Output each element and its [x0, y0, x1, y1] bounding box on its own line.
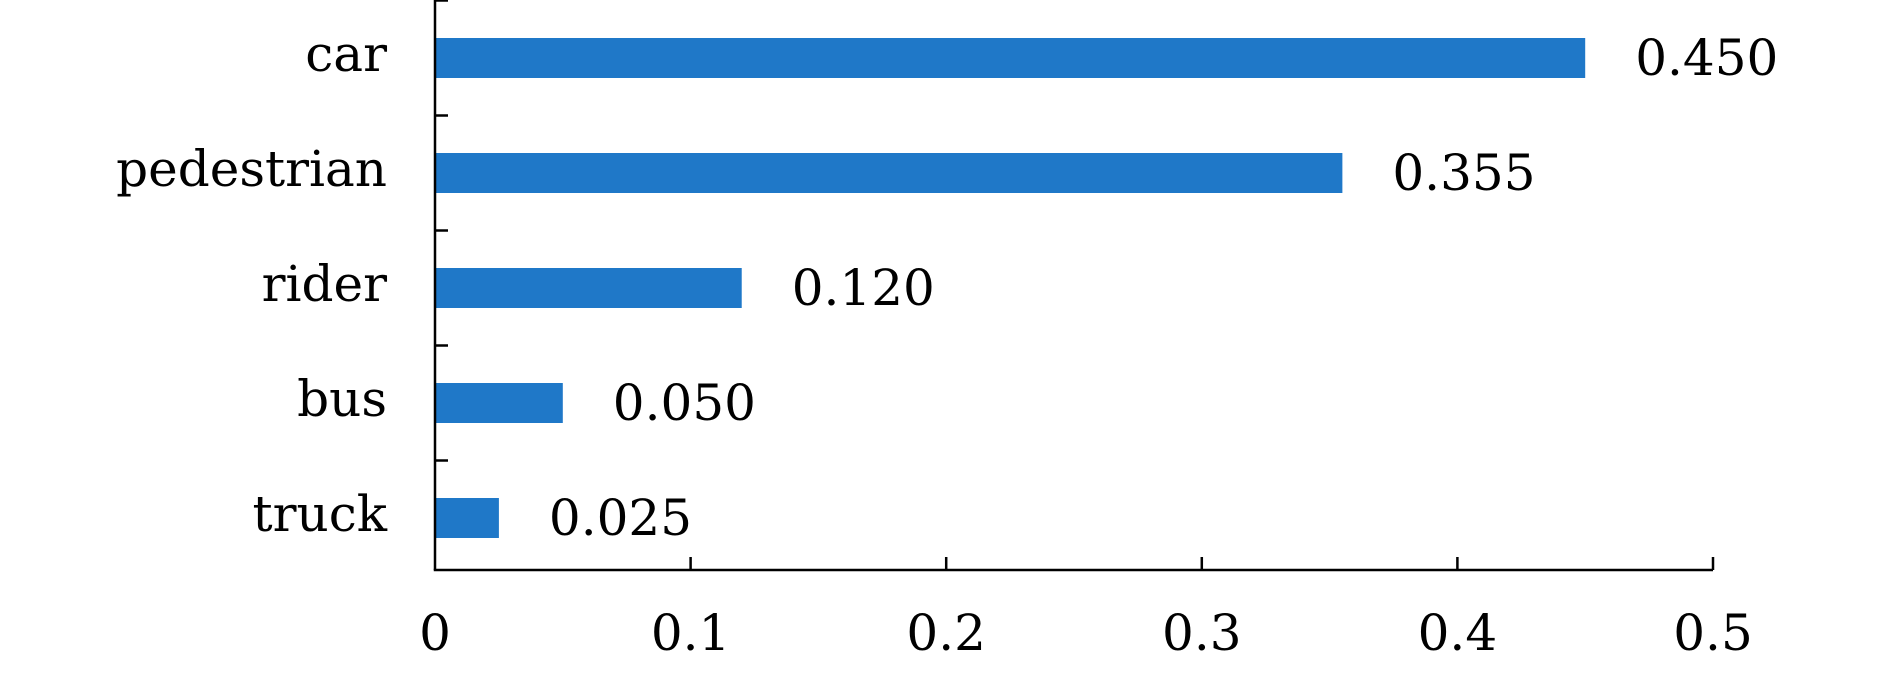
category-label-truck: truck: [253, 485, 388, 543]
value-label-truck: 0.025: [549, 489, 692, 547]
x-tick-label: 0: [419, 604, 451, 662]
x-tick-label: 0.1: [651, 604, 731, 662]
bar-rider: [435, 268, 742, 308]
bar-truck: [435, 498, 499, 538]
value-label-bus: 0.050: [613, 374, 756, 432]
value-label-pedestrian: 0.355: [1392, 144, 1535, 202]
x-tick-label: 0.4: [1418, 604, 1498, 662]
bar-bus: [435, 383, 563, 423]
bar-pedestrian: [435, 153, 1343, 193]
category-label-car: car: [305, 25, 387, 83]
bar-car: [435, 38, 1586, 78]
x-tick-label: 0.5: [1673, 604, 1753, 662]
category-label-bus: bus: [297, 370, 387, 428]
ticks-layer: [435, 0, 1715, 570]
category-label-pedestrian: pedestrian: [116, 140, 387, 198]
labels-layer: car 0.450 pedestrian 0.355 rider 0.120 bus 0.05…: [116, 25, 1778, 662]
value-label-car: 0.450: [1635, 29, 1778, 87]
value-label-rider: 0.120: [792, 259, 935, 317]
category-label-rider: rider: [262, 255, 387, 313]
bars-layer: [435, 38, 1586, 538]
x-tick-label: 0.3: [1162, 604, 1242, 662]
x-tick-label: 0.2: [906, 604, 986, 662]
axes-layer: [433, 0, 1713, 572]
